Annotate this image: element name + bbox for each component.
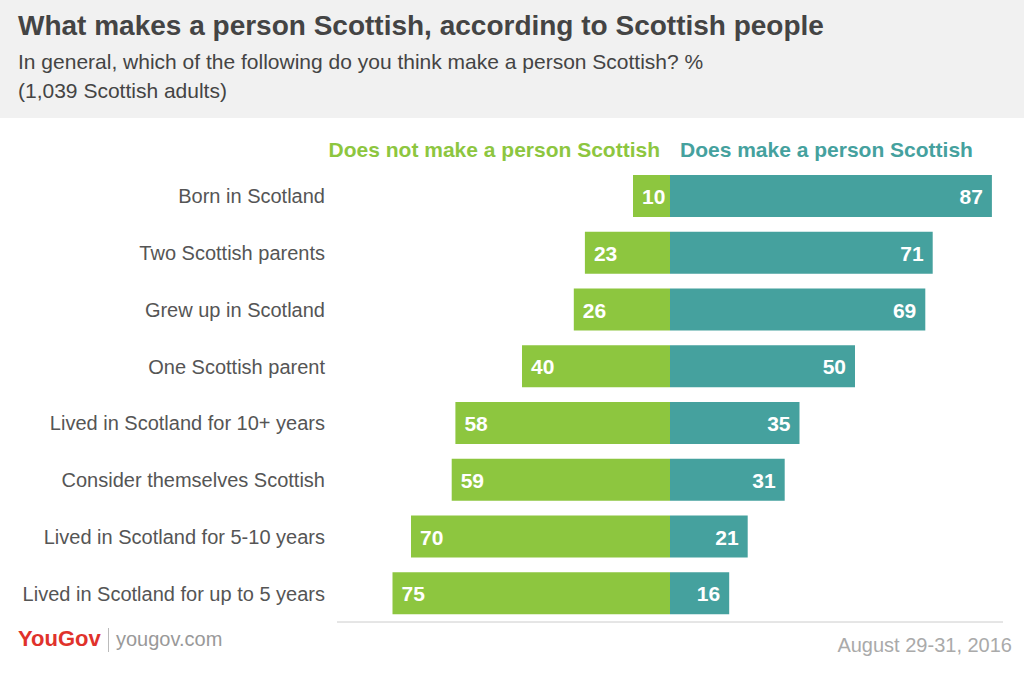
svg-text:35: 35 — [767, 412, 791, 435]
html-text:In general, which of the follo: In general, which of the following do yo… — [18, 50, 704, 73]
svg-text:70: 70 — [420, 526, 443, 549]
html-text:August 29-31, 2016: August 29-31, 2016 — [837, 634, 1012, 656]
svg-text:40: 40 — [531, 355, 554, 378]
svg-text:10: 10 — [642, 185, 665, 208]
svg-text:75: 75 — [402, 582, 426, 605]
svg-text:69: 69 — [893, 299, 916, 322]
svg-text:31: 31 — [752, 469, 776, 492]
svg-text:Two Scottish parents: Two Scottish parents — [139, 242, 325, 264]
svg-text:71: 71 — [900, 242, 924, 265]
svg-text:21: 21 — [715, 526, 739, 549]
svg-text:Lived in Scotland for 10+ year: Lived in Scotland for 10+ years — [50, 412, 325, 434]
svg-text:26: 26 — [583, 299, 606, 322]
html-text:(1,039 Scottish adults): (1,039 Scottish adults) — [18, 79, 227, 102]
html-text:What makes a person Scottish,: What makes a person Scottish, according … — [18, 10, 824, 41]
svg-text:87: 87 — [960, 185, 983, 208]
svg-text:59: 59 — [461, 469, 484, 492]
svg-text:58: 58 — [464, 412, 488, 435]
html-text:Does make a person Scottish: Does make a person Scottish — [680, 138, 973, 161]
html-text:YouGov: YouGov — [18, 626, 101, 651]
svg-text:One Scottish parent: One Scottish parent — [148, 356, 325, 378]
svg-text:23: 23 — [594, 242, 617, 265]
html-text:Does not make a person Scottis: Does not make a person Scottish — [328, 138, 660, 161]
svg-text:Consider themselves Scottish: Consider themselves Scottish — [62, 469, 325, 491]
svg-text:50: 50 — [823, 355, 846, 378]
svg-text:Lived in Scotland for 5-10 yea: Lived in Scotland for 5-10 years — [44, 526, 325, 548]
svg-text:16: 16 — [697, 582, 720, 605]
svg-text:Grew up in Scotland: Grew up in Scotland — [145, 299, 325, 321]
svg-text:Born in Scotland: Born in Scotland — [178, 185, 325, 207]
html-text:yougov.com: yougov.com — [116, 628, 223, 650]
svg-text:Lived in Scotland for up to 5: Lived in Scotland for up to 5 years — [23, 583, 325, 605]
